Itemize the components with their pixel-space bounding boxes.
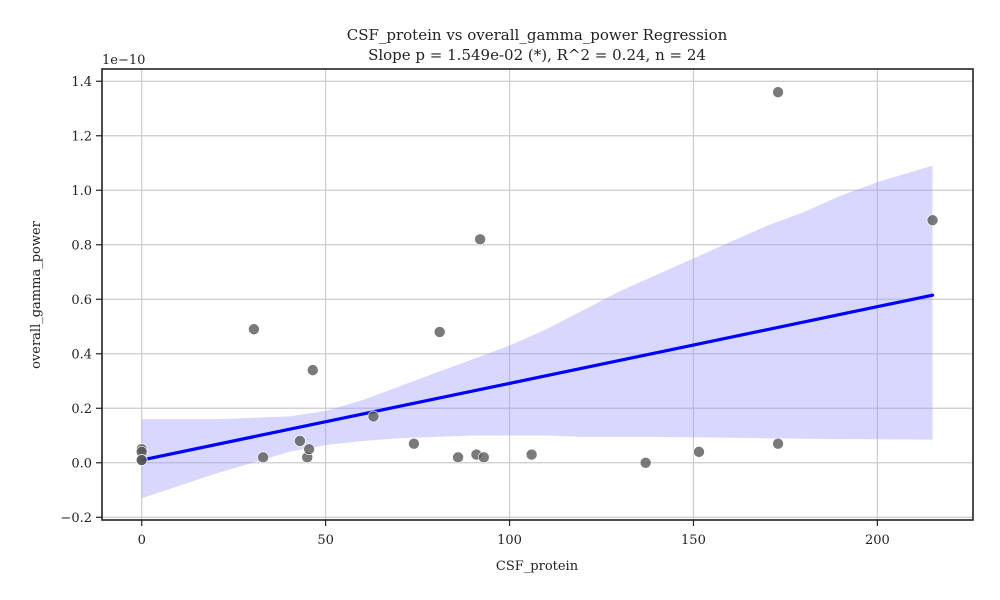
regression-line	[140, 293, 935, 462]
chart-title-line2: Slope p = 1.549e-02 (*), R^2 = 0.24, n =…	[368, 46, 706, 64]
y-axis-offset-label: 1e−10	[102, 53, 145, 68]
y-tick-label: −0.2	[60, 511, 92, 526]
x-axis-label: CSF_protein	[496, 559, 579, 574]
data-point	[306, 364, 319, 376]
x-tick-label: 200	[865, 533, 890, 548]
y-tick-label: 0.2	[71, 402, 92, 417]
plot-frame	[101, 68, 974, 521]
data-point	[408, 437, 420, 450]
data-point	[303, 443, 315, 455]
x-tick-label: 0	[138, 533, 146, 548]
data-point	[639, 456, 652, 469]
data-point	[525, 448, 538, 461]
confidence-band-layer	[141, 165, 933, 499]
x-tick-label: 150	[681, 533, 706, 548]
y-tick-label: 0.6	[71, 293, 92, 308]
data-point	[693, 446, 705, 458]
data-point	[257, 451, 269, 464]
y-tick-label: 0.8	[71, 238, 92, 253]
grid-lines	[102, 69, 973, 520]
x-tick-label: 100	[497, 533, 522, 548]
data-point	[926, 214, 939, 227]
regression-line-layer	[140, 293, 935, 462]
data-point	[452, 451, 464, 464]
data-point	[367, 410, 380, 423]
data-point	[477, 451, 490, 464]
data-point	[135, 454, 148, 466]
axis-ticks: 0 50 100 150 200 −0.2 0.0 0.2 0.4 0.6 0.8 1.0 1.2 1.4	[60, 75, 889, 548]
confidence-band	[141, 165, 933, 499]
y-tick-label: 0.4	[71, 347, 92, 362]
data-points	[135, 86, 939, 469]
data-point	[433, 326, 446, 338]
x-tick-label: 50	[317, 533, 334, 548]
y-tick-label: 1.2	[71, 129, 92, 144]
data-point	[772, 86, 784, 98]
chart-title-line1: CSF_protein vs overall_gamma_power Regre…	[347, 26, 728, 44]
data-point	[294, 435, 306, 447]
data-point	[772, 437, 784, 450]
y-axis-label: overall_gamma_power	[29, 220, 44, 369]
data-point	[474, 233, 486, 246]
y-tick-label: 1.0	[71, 184, 92, 199]
data-point	[248, 323, 260, 336]
y-tick-label: 0.0	[71, 456, 92, 471]
y-tick-label: 1.4	[71, 75, 92, 90]
